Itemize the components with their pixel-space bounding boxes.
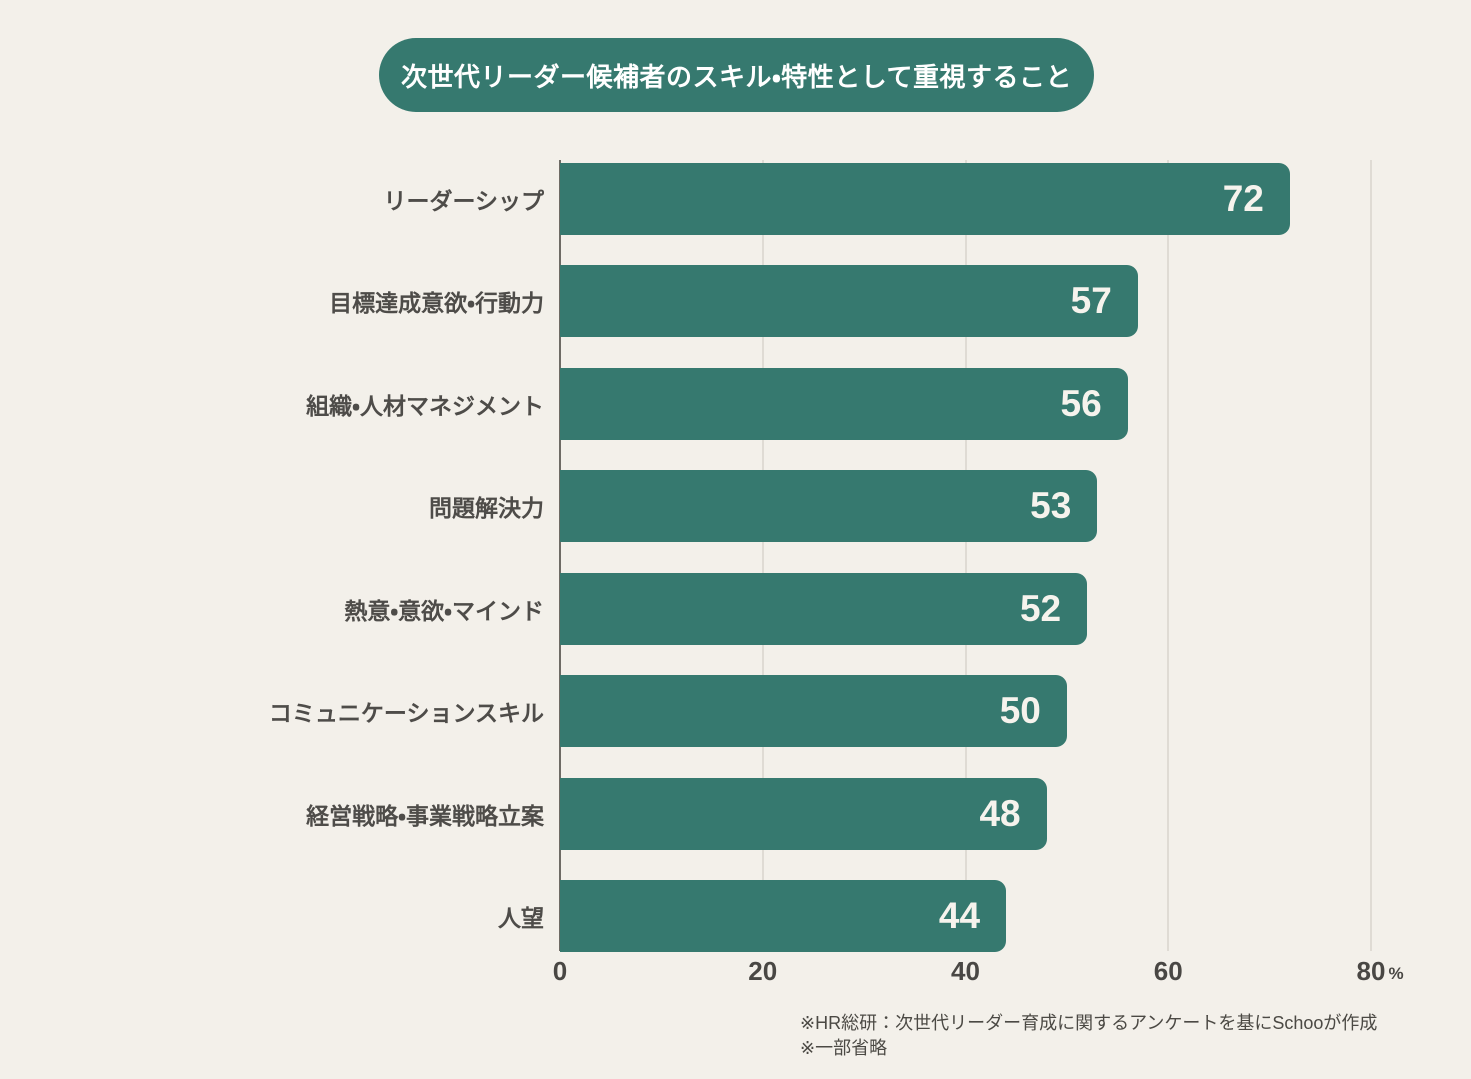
bar-track: 48 — [560, 777, 1371, 850]
x-tick-label: 60 — [1153, 956, 1183, 986]
bar: 44 — [560, 880, 1007, 952]
category-label: 経営戦略・事業戦略立案 — [306, 802, 544, 829]
category-label: コミュニケーションスキル — [268, 700, 544, 727]
gridline — [1167, 160, 1170, 951]
value-label: 52 — [1019, 587, 1062, 629]
source-note-line-1: ※HR総研：次世代リーダー育成に関するアンケートを基にSchooが作成 — [800, 1013, 1378, 1033]
bar-row: 組織・人材マネジメント 56 — [0, 367, 1371, 440]
gridline — [1370, 160, 1372, 951]
source-note-line-2: ※一部省略 — [800, 1038, 888, 1058]
x-tick-label: 40 — [951, 956, 980, 986]
bar: 56 — [560, 367, 1128, 440]
value-label: 48 — [979, 792, 1021, 834]
bar-rows: リーダーシップ 72 目標達成意欲・行動力 57 組織・人材マネジメント 56 問題解決力 5… — [0, 163, 1471, 963]
bar: 50 — [560, 675, 1067, 748]
category-label: 組織・人材マネジメント — [306, 392, 544, 419]
category-label: 問題解決力 — [429, 495, 544, 522]
bar-row: コミュニケーションスキル 50 — [0, 675, 1371, 748]
bar-row: 人望 44 — [0, 880, 1371, 952]
value-label: 50 — [999, 690, 1041, 732]
bar-track: 72 — [560, 163, 1371, 235]
gridlines — [559, 160, 1372, 951]
value-label: 53 — [1030, 485, 1072, 527]
bar-track: 44 — [560, 880, 1371, 952]
source-note: ※HR総研：次世代リーダー育成に関するアンケートを基にSchooが作成 ※一部省… — [800, 1011, 1377, 1061]
bar-track: 53 — [560, 470, 1371, 543]
bar-track: 50 — [560, 675, 1371, 748]
value-label: 44 — [938, 895, 981, 936]
bar-track: 56 — [560, 367, 1371, 440]
bar: 48 — [560, 777, 1047, 850]
bar-track: 57 — [560, 265, 1371, 338]
bar-row: 目標達成意欲・行動力 57 — [0, 265, 1371, 338]
x-tick-label: 20 — [748, 956, 778, 986]
bar: 52 — [560, 572, 1088, 645]
bar: 72 — [560, 163, 1290, 235]
bar-row: 熱意・意欲・マインド 52 — [0, 572, 1371, 645]
bar-row: 問題解決力 53 — [0, 470, 1371, 543]
bar-row: リーダーシップ 72 — [0, 163, 1371, 235]
category-label: 目標達成意欲・行動力 — [329, 290, 544, 317]
x-tick-label: 80% — [1356, 956, 1404, 986]
category-label: 熱意・意欲・マインド — [344, 597, 544, 624]
bar-track: 52 — [560, 572, 1371, 645]
value-label: 56 — [1060, 382, 1102, 424]
y-axis-line — [559, 160, 561, 951]
bar-row: 経営戦略・事業戦略立案 48 — [0, 777, 1371, 850]
category-label: 人望 — [498, 905, 544, 931]
category-label: リーダーシップ — [383, 188, 544, 214]
x-axis-unit: % — [1388, 964, 1404, 983]
bar: 53 — [560, 470, 1098, 543]
gridline — [761, 160, 764, 951]
bar: 57 — [560, 265, 1138, 338]
x-tick-label: 0 — [552, 956, 568, 986]
title-pill: 次世代リーダー候補者のスキル・特性として重視すること — [379, 38, 1094, 112]
gridline — [964, 160, 967, 951]
value-label: 57 — [1070, 280, 1112, 322]
chart-title: 次世代リーダー候補者のスキル・特性として重視すること — [400, 61, 1073, 92]
x-axis-ticks: 0 20 40 60 80% — [553, 956, 1404, 992]
value-label: 72 — [1222, 178, 1264, 219]
